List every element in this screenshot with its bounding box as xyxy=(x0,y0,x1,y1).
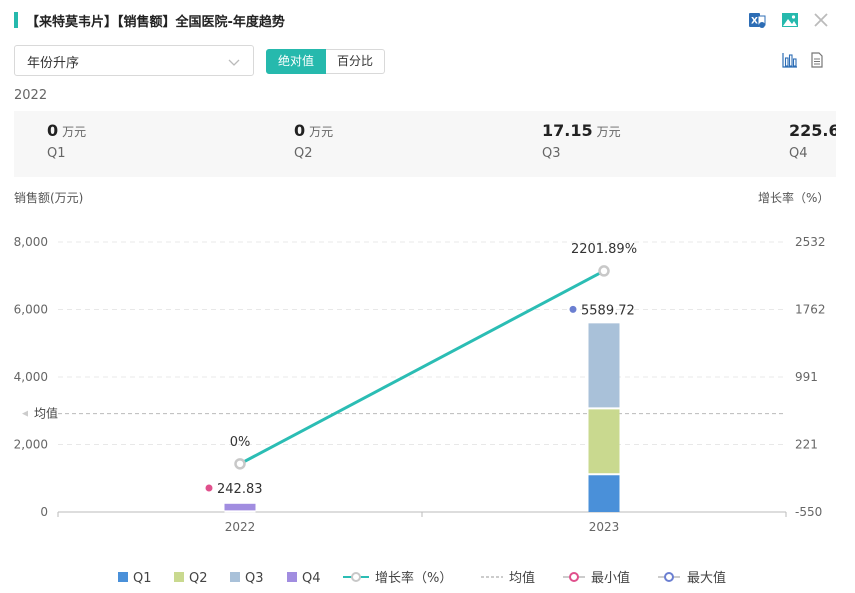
y2-tick-label: 221 xyxy=(795,438,818,452)
legend-swatch-q4 xyxy=(287,572,297,582)
y-tick-label: 6,000 xyxy=(14,303,48,317)
y-tick-label: 2,000 xyxy=(14,438,48,452)
y-tick-label: 8,000 xyxy=(14,235,48,249)
summary-value: 17.15 xyxy=(542,121,593,140)
summary-item-q4: 225.6 Q4 xyxy=(789,121,836,161)
bar-segment-q3 xyxy=(588,323,620,409)
toolbar: 年份升序 绝对值 百分比 xyxy=(0,44,855,78)
absolute-value-button[interactable]: 绝对值 xyxy=(266,49,327,74)
bar-segment-q4 xyxy=(224,503,256,512)
summary-quarter: Q4 xyxy=(789,146,808,161)
y2-tick-label: -550 xyxy=(795,505,822,519)
legend-label[interactable]: 最大值 xyxy=(687,570,726,586)
growth-line xyxy=(239,269,605,466)
excel-export-icon[interactable]: X xyxy=(748,11,766,29)
summary-item-q2: 0 万元 Q2 xyxy=(294,121,333,161)
chart-title: 【来特莫韦片】【销售额】全国医院-年度趋势 xyxy=(26,15,285,30)
legend-swatch-q2 xyxy=(174,572,184,582)
chart-legend: Q1 Q2 Q3 Q4 增长率（%） 均值 最小值 最大值 xyxy=(118,570,726,586)
summary-unit: 万元 xyxy=(62,125,87,139)
summary-value: 0 xyxy=(47,121,59,140)
legend-label[interactable]: 最小值 xyxy=(591,570,630,586)
summary-item-q1: 0 万元 Q1 xyxy=(47,121,86,161)
svg-text:X: X xyxy=(751,17,758,27)
sort-select[interactable]: 年份升序 xyxy=(14,45,254,76)
x-tick-label: 2022 xyxy=(225,520,256,534)
legend-growth-point xyxy=(351,572,361,582)
summary-quarter: Q2 xyxy=(294,146,313,161)
document-icon[interactable] xyxy=(809,52,825,68)
bar-total-label: 5589.72 xyxy=(581,303,635,318)
image-export-icon[interactable] xyxy=(781,11,799,29)
bar-total-label: 242.83 xyxy=(217,482,263,497)
x-tick-label: 2023 xyxy=(589,520,620,534)
growth-point xyxy=(598,265,610,277)
summary-unit: 万元 xyxy=(309,125,334,139)
percent-button[interactable]: 百分比 xyxy=(326,49,386,74)
summary-value: 0 xyxy=(294,121,306,140)
title-accent-bar xyxy=(14,12,18,28)
bar-chart-icon[interactable] xyxy=(782,52,798,68)
max-value-marker xyxy=(569,305,577,313)
chart-header: 【来特莫韦片】【销售额】全国医院-年度趋势 X xyxy=(0,0,855,40)
legend-min-marker xyxy=(569,572,579,582)
value-mode-toggle: 绝对值 百分比 xyxy=(266,49,386,74)
y2-axis-title: 增长率（%） xyxy=(758,191,830,205)
growth-data-label: 0% xyxy=(230,435,251,450)
summary-quarter: Q3 xyxy=(542,146,561,161)
bar-segment-q2 xyxy=(588,408,620,475)
legend-label[interactable]: 均值 xyxy=(509,570,535,586)
sales-trend-chart: 0 2,000 4,000 6,000 8,000 -550 221 991 1762 2532 2… xyxy=(14,235,826,534)
sort-select-value: 年份升序 xyxy=(27,56,80,71)
quarter-summary-strip: 0 万元 Q1 0 万元 Q2 17.15 万元 Q3 225.6 Q4 xyxy=(14,111,836,177)
legend-label[interactable]: Q1 xyxy=(133,571,152,586)
legend-label[interactable]: Q2 xyxy=(189,571,208,586)
legend-label[interactable]: Q4 xyxy=(302,571,321,586)
summary-unit: 万元 xyxy=(596,125,621,139)
legend-swatch-q1 xyxy=(118,572,128,582)
legend-label[interactable]: 增长率（%） xyxy=(375,570,452,586)
y-axis-title: 销售额(万元) xyxy=(14,191,84,205)
summary-value: 225.6 xyxy=(789,121,836,140)
growth-data-label: 2201.89% xyxy=(571,242,637,257)
summary-item-q3: 17.15 万元 Q3 xyxy=(542,121,621,161)
y2-tick-label: 2532 xyxy=(795,235,826,249)
average-marker xyxy=(22,410,28,417)
chevron-down-icon xyxy=(227,54,241,68)
legend-label[interactable]: Q3 xyxy=(245,571,264,586)
growth-point xyxy=(234,458,246,470)
bar-segment-q1 xyxy=(588,474,620,512)
summary-quarter: Q1 xyxy=(47,146,66,161)
legend-swatch-q3 xyxy=(230,572,240,582)
y2-tick-label: 1762 xyxy=(795,303,826,317)
y-tick-label: 0 xyxy=(40,505,48,519)
min-value-marker xyxy=(205,484,213,492)
average-label: 均值 xyxy=(34,406,58,421)
y-tick-label: 4,000 xyxy=(14,370,48,384)
summary-year: 2022 xyxy=(14,88,48,103)
legend-max-marker xyxy=(664,572,674,582)
close-icon[interactable] xyxy=(812,11,830,29)
y2-tick-label: 991 xyxy=(795,370,818,384)
